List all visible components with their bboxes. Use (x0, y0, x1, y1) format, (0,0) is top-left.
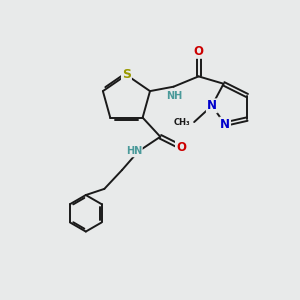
Text: N: N (220, 118, 230, 130)
Text: NH: NH (166, 91, 182, 100)
Text: O: O (194, 45, 204, 58)
Text: CH₃: CH₃ (173, 118, 190, 127)
Text: O: O (176, 141, 186, 154)
Text: S: S (122, 68, 131, 81)
Text: N: N (207, 99, 217, 112)
Text: HN: HN (126, 146, 142, 157)
